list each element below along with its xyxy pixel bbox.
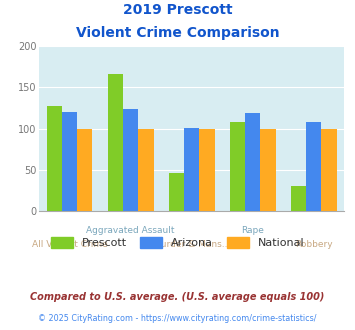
Text: Aggravated Assault: Aggravated Assault (86, 226, 175, 235)
Bar (138, 129, 153, 211)
Bar (261, 129, 275, 211)
Text: Murder & Mans...: Murder & Mans... (153, 240, 230, 249)
Text: Violent Crime Comparison: Violent Crime Comparison (76, 26, 279, 40)
Text: 2019 Prescott: 2019 Prescott (123, 3, 232, 17)
Legend: Prescott, Arizona, National: Prescott, Arizona, National (51, 237, 304, 248)
Text: © 2025 CityRating.com - https://www.cityrating.com/crime-statistics/: © 2025 CityRating.com - https://www.city… (38, 314, 317, 323)
Bar (62, 112, 77, 211)
Bar (77, 129, 92, 211)
Bar (123, 109, 138, 211)
Text: Rape: Rape (241, 226, 264, 235)
Bar (169, 173, 184, 211)
Bar (322, 129, 337, 211)
Bar (306, 122, 322, 211)
Bar (47, 106, 62, 211)
Bar (184, 128, 200, 211)
Text: All Violent Crime: All Violent Crime (32, 240, 108, 249)
Bar (245, 113, 261, 211)
Text: Robbery: Robbery (295, 240, 333, 249)
Bar (291, 185, 306, 211)
Bar (230, 122, 245, 211)
Bar (200, 129, 214, 211)
Bar (108, 74, 123, 211)
Text: Compared to U.S. average. (U.S. average equals 100): Compared to U.S. average. (U.S. average … (30, 292, 325, 302)
